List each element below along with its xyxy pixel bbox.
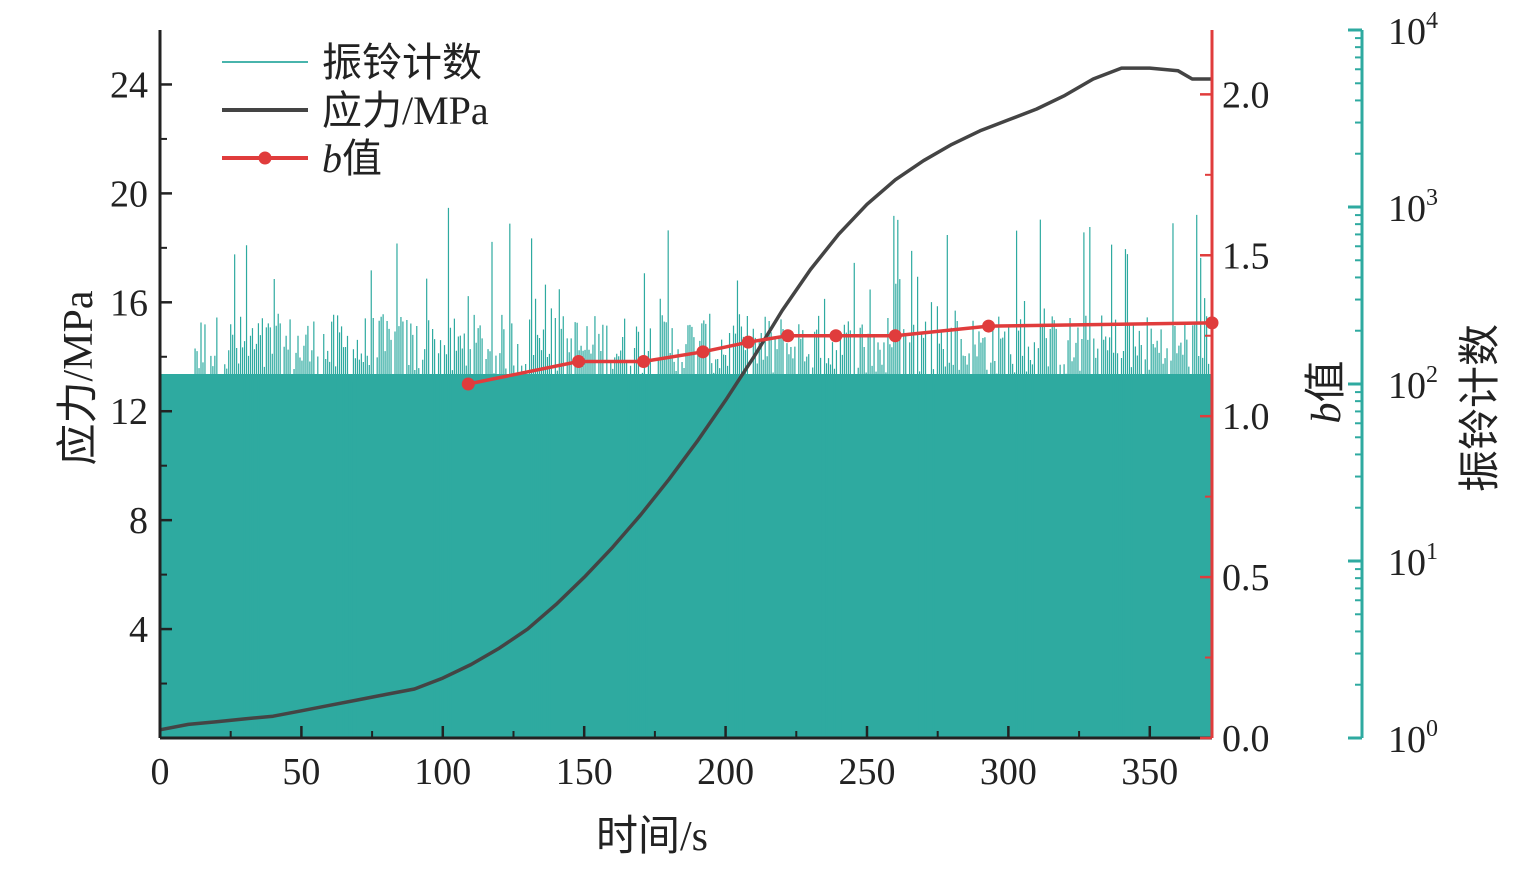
b-value-point <box>829 329 843 343</box>
right2-axis-tick-base: 10 <box>1388 188 1426 230</box>
right1-axis-tick-label: 0.0 <box>1222 718 1270 760</box>
right1-axis-title-italic: b <box>1304 403 1350 424</box>
right2-axis-tick-label: 100 <box>1388 716 1438 761</box>
left-axis-title: 应力/MPa <box>55 290 102 465</box>
x-axis-tick-label: 300 <box>980 751 1037 793</box>
b-value-point <box>696 345 710 359</box>
b-value-point <box>781 329 795 343</box>
x-axis-tick-label: 200 <box>697 751 754 793</box>
right2-axis-tick-base: 10 <box>1388 365 1426 407</box>
right1-axis-tick-label: 1.0 <box>1222 396 1270 438</box>
legend-label-stress: 应力/MPa <box>322 88 489 133</box>
right1-axis-tick-label: 1.5 <box>1222 235 1270 277</box>
right2-axis-tick-label: 103 <box>1388 185 1438 230</box>
ringing-count-bars <box>160 207 1213 738</box>
right1-axis-tick-label: 0.5 <box>1222 557 1270 599</box>
legend-label-bvalue-suffix: 值 <box>342 136 382 181</box>
legend-label-bvalue: b值 <box>322 136 382 181</box>
stress-line <box>159 66 1212 732</box>
legend-label-ringing: 振铃计数 <box>322 40 482 85</box>
left-axis-tick-label: 24 <box>110 64 148 106</box>
x-axis-title: 时间/s <box>596 814 708 860</box>
legend-swatch-bvalue-marker <box>258 151 272 165</box>
right1-axis-tick-label: 2.0 <box>1222 74 1270 116</box>
x-axis-tick-label: 150 <box>556 751 613 793</box>
left-axis-tick-label: 16 <box>110 282 148 324</box>
right2-axis-tick-exp: 3 <box>1426 185 1438 211</box>
b-value-point <box>461 377 475 391</box>
left-axis-tick-label: 20 <box>110 173 148 215</box>
x-axis-tick-label: 250 <box>838 751 895 793</box>
b-value-series <box>461 316 1219 391</box>
stress-series <box>159 66 1212 732</box>
b-value-point <box>637 354 651 368</box>
right2-axis-tick-exp: 4 <box>1426 8 1438 34</box>
right2-axis-title: 振铃计数 <box>1458 324 1504 492</box>
right2-axis-tick-base: 10 <box>1388 11 1426 53</box>
right1-axis-title: b值 <box>1304 360 1350 423</box>
right2-axis-tick-label: 102 <box>1388 362 1438 407</box>
left-axis-tick-label: 12 <box>110 391 148 433</box>
b-value-line <box>467 321 1213 386</box>
left-axis-tick-label: 4 <box>129 609 148 651</box>
b-value-point <box>888 329 902 343</box>
x-axis-tick-label: 100 <box>414 751 471 793</box>
right2-axis-tick-base: 10 <box>1388 542 1426 584</box>
right1-axis-title-suffix: 值 <box>1304 360 1350 402</box>
right2-axis-tick-base: 10 <box>1388 719 1426 761</box>
x-axis-tick-label: 350 <box>1121 751 1178 793</box>
left-axis-tick-label: 8 <box>129 500 148 542</box>
x-axis-tick-label: 50 <box>282 751 320 793</box>
b-value-point <box>741 335 755 349</box>
legend-label-bvalue-italic: b <box>322 136 342 181</box>
right2-axis-tick-exp: 1 <box>1426 539 1438 565</box>
right2-axis-tick-exp: 0 <box>1426 716 1438 742</box>
x-axis-tick-label: 0 <box>151 751 170 793</box>
right2-axis-tick-label: 104 <box>1388 8 1438 53</box>
right2-axis-tick-exp: 2 <box>1426 362 1438 388</box>
b-value-point <box>572 354 586 368</box>
right2-axis-tick-label: 101 <box>1388 539 1438 584</box>
b-value-point <box>982 319 996 333</box>
